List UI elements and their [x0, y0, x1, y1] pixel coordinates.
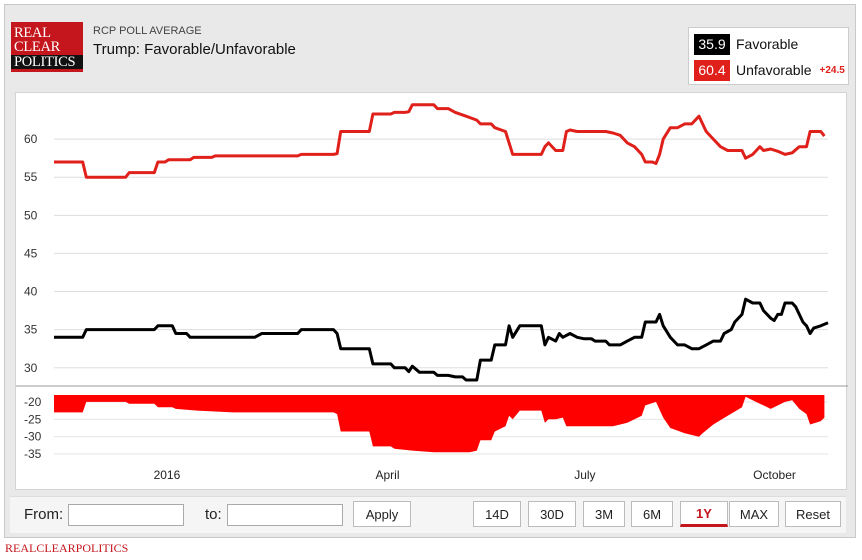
spread-tick-label: -20	[24, 395, 42, 409]
legend-item-favorable[interactable]: 35.9 Favorable	[694, 33, 798, 55]
favorable-value: 35.9	[694, 33, 730, 55]
y-tick-label: 30	[24, 361, 38, 375]
to-date-input[interactable]	[227, 504, 343, 526]
apply-button[interactable]: Apply	[353, 501, 411, 527]
range-button-max[interactable]: MAX	[729, 501, 779, 527]
legend-item-unfavorable[interactable]: 60.4 Unfavorable +24.5	[694, 59, 845, 81]
range-button-3m[interactable]: 3M	[583, 501, 625, 527]
range-controls: From: to: Apply 14D 30D 3M 6M 1Y MAX Reset	[10, 496, 846, 533]
chart-svg: 30 35 40 45 50 55 60 -20 -25 -30 -35 2016 April July O…	[16, 103, 848, 482]
y-tick-label: 60	[24, 132, 38, 146]
legend: 35.9 Favorable 60.4 Unfavorable +24.5	[688, 27, 849, 85]
logo-line-1: REAL	[14, 25, 51, 41]
x-tick-label: October	[753, 468, 796, 482]
chart-supertitle: RCP POLL AVERAGE	[93, 25, 202, 37]
from-label: From:	[24, 506, 64, 523]
x-tick-label: April	[376, 468, 400, 482]
y-tick-label: 40	[24, 285, 38, 299]
range-button-6m[interactable]: 6M	[631, 501, 673, 527]
spread-value: +24.5	[819, 64, 845, 76]
unfavorable-label: Unfavorable	[736, 62, 812, 78]
y-tick-label: 55	[24, 170, 38, 184]
y-tick-label: 35	[24, 323, 38, 337]
x-tick-label: 2016	[154, 468, 181, 482]
logo-line-2: CLEAR	[14, 39, 61, 55]
favorable-label: Favorable	[736, 36, 799, 52]
series-line-favorable	[54, 297, 829, 382]
series-line-unfavorable	[54, 103, 826, 179]
from-date-input[interactable]	[68, 504, 184, 526]
x-tick-label: July	[574, 468, 595, 482]
spread-tick-label: -25	[24, 412, 42, 426]
range-button-14d[interactable]: 14D	[473, 501, 521, 527]
unfavorable-value: 60.4	[694, 59, 730, 81]
range-button-reset[interactable]: Reset	[785, 501, 841, 527]
spread-tick-label: -30	[24, 430, 42, 444]
y-tick-label: 45	[24, 246, 38, 260]
logo-line-3: POLITICS	[11, 55, 83, 69]
plot-area[interactable]: 30 35 40 45 50 55 60 -20 -25 -30 -35 2016 April July O…	[15, 92, 848, 490]
footer-brand[interactable]: REALCLEARPOLITICS	[5, 541, 129, 555]
range-button-30d[interactable]: 30D	[528, 501, 576, 527]
spread-tick-label: -35	[24, 447, 42, 461]
range-button-1y[interactable]: 1Y	[680, 501, 728, 527]
spread-area	[54, 395, 825, 453]
y-tick-label: 50	[24, 208, 38, 222]
chart-title: Trump: Favorable/Unfavorable	[93, 41, 296, 58]
to-label: to:	[205, 506, 222, 523]
rcp-logo[interactable]: REAL CLEAR POLITICS	[11, 22, 83, 72]
